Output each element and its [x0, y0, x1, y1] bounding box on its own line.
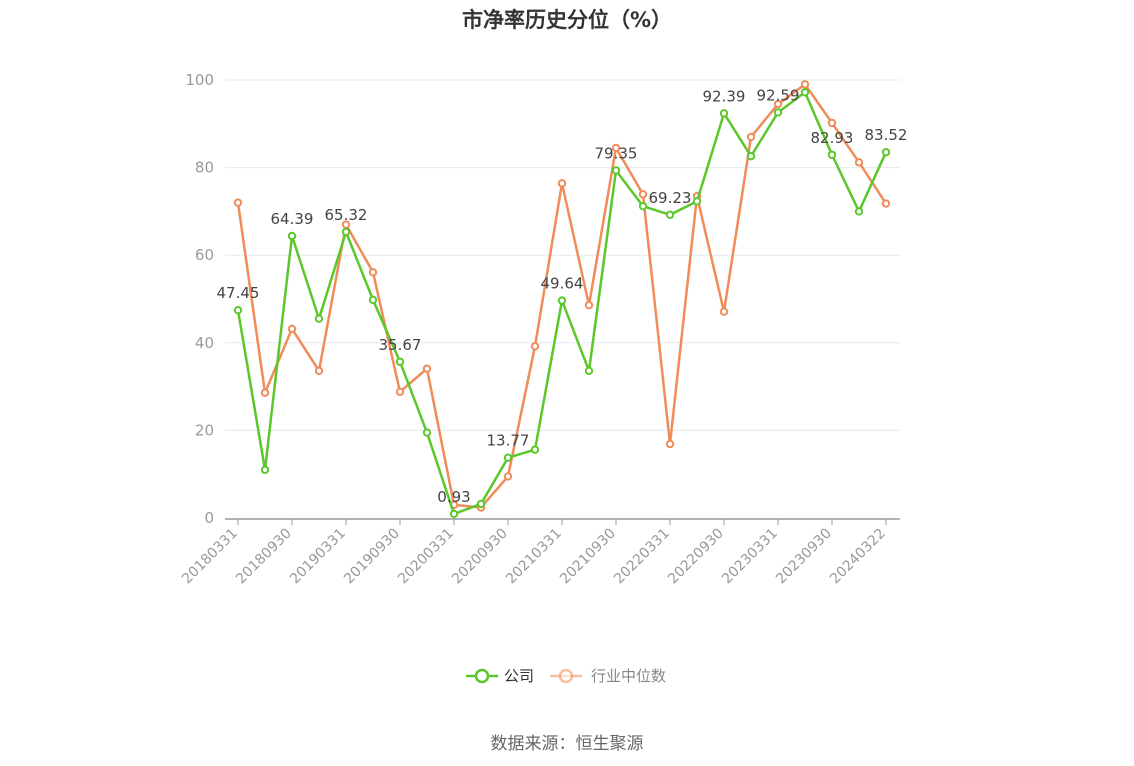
x-tick-label: 20180930: [233, 526, 295, 588]
data-point: [260, 465, 270, 475]
data-point: [719, 109, 729, 118]
data-label: 49.64: [541, 275, 584, 293]
data-point: [881, 147, 891, 157]
y-tick-label: 0: [204, 509, 214, 527]
data-label: 65.32: [325, 206, 368, 224]
series-industry: [233, 80, 891, 512]
data-label: 13.77: [487, 432, 530, 450]
data-labels: 47.45 64.39 65.32 35.67 0.93 13.77 49.64 79.35 6…: [217, 86, 908, 505]
data-point: [557, 179, 567, 188]
x-tick-label: 20220331: [611, 526, 673, 588]
x-tick-label: 20230930: [773, 526, 835, 588]
data-point: [584, 366, 594, 376]
y-axis-ticks: 0 20 40 60 80 100: [185, 71, 214, 527]
data-label: 92.59: [757, 86, 800, 104]
data-point: [530, 342, 540, 351]
legend-item[interactable]: 公司: [466, 667, 534, 685]
data-label: 35.67: [379, 336, 422, 354]
grid-lines: [225, 79, 900, 431]
data-point: [314, 314, 324, 323]
series-line: [236, 83, 888, 509]
data-point: [746, 152, 756, 161]
data-point: [854, 158, 864, 167]
data-point: [800, 80, 810, 89]
data-point: [665, 439, 675, 449]
data-label: 83.52: [865, 126, 908, 144]
data-point: [368, 295, 378, 305]
legend-marker: [558, 668, 574, 684]
legend[interactable]: 公司 行业中位数: [466, 667, 666, 685]
legend-label: 行业中位数: [591, 667, 666, 685]
series-company: [233, 88, 891, 519]
y-tick-label: 40: [195, 334, 214, 352]
data-point: [773, 99, 783, 109]
data-point: [611, 143, 621, 153]
data-point: [800, 88, 810, 97]
data-point: [422, 364, 432, 373]
data-point: [881, 199, 891, 208]
data-point: [368, 268, 378, 277]
data-point: [854, 207, 864, 216]
y-tick-label: 80: [195, 159, 214, 177]
data-point: [827, 118, 837, 128]
x-tick-label: 20220930: [665, 526, 727, 588]
legend-label: 公司: [504, 667, 534, 685]
x-tick-label: 20200930: [449, 526, 511, 588]
data-point: [746, 132, 756, 142]
data-point: [773, 108, 783, 117]
data-label: 79.35: [595, 144, 638, 162]
data-point: [584, 300, 594, 310]
data-label: 82.93: [811, 129, 854, 147]
data-point: [287, 231, 297, 241]
x-tick-label: 20230331: [719, 526, 781, 588]
x-tick-label: 20210331: [503, 526, 565, 588]
data-point: [449, 509, 459, 519]
data-point: [395, 357, 405, 366]
y-tick-label: 100: [185, 71, 214, 89]
data-point: [503, 472, 513, 481]
data-point: [503, 453, 513, 462]
x-tick-label: 20210930: [557, 526, 619, 588]
data-label: 69.23: [649, 189, 692, 207]
data-label: 64.39: [271, 210, 314, 228]
legend-marker: [474, 668, 490, 684]
x-axis: 2018033120180930201903312019093020200331…: [179, 518, 900, 588]
data-point: [719, 307, 729, 316]
data-point: [341, 227, 351, 237]
x-tick-label: 20200331: [395, 526, 457, 588]
data-point: [638, 201, 648, 211]
x-tick-label: 20190331: [287, 526, 349, 588]
x-tick-label: 20180331: [179, 526, 241, 588]
data-point: [260, 388, 270, 397]
x-tick-label: 20190930: [341, 526, 403, 588]
series-layer: [233, 80, 891, 519]
y-tick-label: 20: [195, 421, 214, 439]
data-point: [638, 190, 648, 199]
data-point: [827, 150, 837, 159]
y-tick-label: 60: [195, 246, 214, 264]
data-label: 47.45: [217, 284, 260, 302]
data-point: [665, 210, 675, 219]
data-point: [233, 198, 243, 207]
data-point: [287, 324, 297, 333]
data-point: [530, 445, 540, 454]
data-point: [611, 166, 621, 175]
data-label: 0.93: [437, 488, 470, 506]
data-point: [422, 428, 432, 437]
x-tick-label: 20240322: [827, 526, 889, 588]
data-point: [314, 366, 324, 376]
data-point: [557, 296, 567, 305]
chart-title: 市净率历史分位（%）: [461, 8, 673, 32]
data-source: 数据来源：恒生聚源: [490, 734, 644, 754]
data-point: [233, 305, 243, 315]
data-label: 92.39: [703, 87, 746, 105]
data-point: [476, 499, 486, 509]
data-point: [395, 387, 405, 397]
legend-item[interactable]: 行业中位数: [550, 667, 666, 685]
data-point: [692, 197, 702, 206]
